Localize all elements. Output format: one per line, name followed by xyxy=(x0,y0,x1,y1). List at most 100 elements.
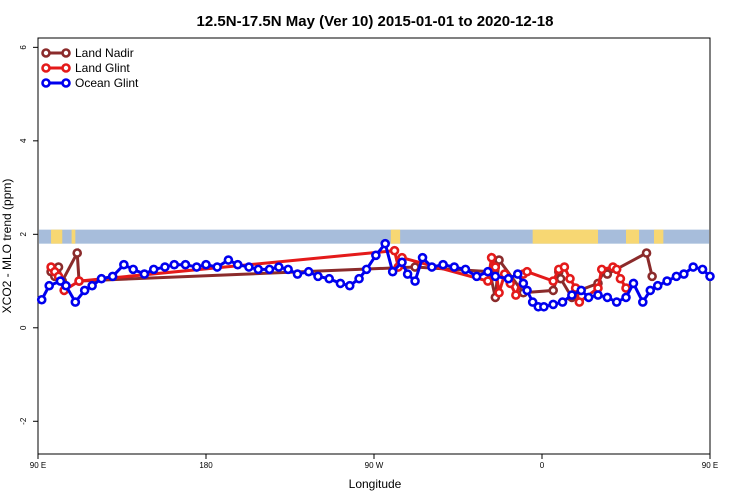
data-point xyxy=(483,266,493,277)
data-point xyxy=(628,278,639,289)
data-point xyxy=(548,276,559,286)
y-tick-label: 4 xyxy=(19,138,28,143)
data-point xyxy=(397,257,407,268)
data-point xyxy=(522,266,532,277)
data-point xyxy=(119,259,129,270)
data-point xyxy=(705,271,715,282)
data-point xyxy=(427,262,437,272)
data-point xyxy=(417,252,428,263)
data-point xyxy=(402,269,413,279)
y-axis-label: XCO2 - MLO trend (ppm) xyxy=(0,179,14,314)
data-point xyxy=(148,264,159,275)
data-point xyxy=(621,292,631,303)
data-point xyxy=(697,264,708,275)
map-land xyxy=(71,229,76,244)
data-point xyxy=(283,264,293,275)
data-point xyxy=(494,287,504,298)
x-tick-label: 180 xyxy=(199,461,213,470)
data-point xyxy=(410,276,420,286)
data-point xyxy=(652,280,663,291)
legend-marker xyxy=(61,48,71,58)
data-point xyxy=(602,292,613,303)
data-point xyxy=(671,271,682,282)
data-point xyxy=(61,280,71,291)
data-point xyxy=(387,266,398,277)
data-point xyxy=(180,259,191,270)
series-layer xyxy=(36,238,715,312)
legend-label: Land Glint xyxy=(75,61,130,75)
map-ocean xyxy=(39,229,709,244)
x-tick-label: 90 E xyxy=(702,461,718,470)
legend-marker xyxy=(61,78,71,88)
legend-marker xyxy=(41,48,51,58)
data-point xyxy=(191,262,202,272)
data-point xyxy=(344,280,355,291)
data-point xyxy=(169,259,180,270)
data-point xyxy=(223,255,234,265)
data-point xyxy=(602,269,613,279)
map-land xyxy=(390,229,401,244)
x-axis: 90 E 180 90 W 0 90 E xyxy=(30,454,718,470)
data-point xyxy=(74,276,84,286)
data-point xyxy=(490,262,501,272)
x-tick-label: 90 E xyxy=(30,461,46,470)
legend-item: Land Glint xyxy=(41,61,130,75)
data-point xyxy=(244,262,254,272)
data-point xyxy=(503,273,514,284)
legend-label: Ocean Glint xyxy=(75,76,139,90)
legend-marker xyxy=(41,78,51,88)
data-point xyxy=(637,297,648,307)
x-tick-label: 0 xyxy=(540,461,545,470)
series-land-glint xyxy=(46,245,631,307)
data-point xyxy=(522,285,532,296)
data-point xyxy=(518,278,529,289)
data-point xyxy=(596,264,607,275)
data-point xyxy=(679,269,689,279)
data-point xyxy=(264,264,275,275)
data-point xyxy=(36,294,47,305)
data-point xyxy=(565,273,575,284)
data-point xyxy=(567,290,577,300)
chart-title: 12.5N-17.5N May (Ver 10) 2015-01-01 to 2… xyxy=(197,13,554,30)
legend-item: Ocean Glint xyxy=(41,76,139,90)
data-point xyxy=(72,248,82,258)
data-point xyxy=(559,262,570,272)
data-point xyxy=(292,269,303,279)
map-land xyxy=(532,229,598,244)
legend-label: Land Nadir xyxy=(75,46,134,60)
data-point xyxy=(611,264,622,275)
map-land xyxy=(654,229,664,244)
legend-item: Land Nadir xyxy=(41,46,134,60)
data-point xyxy=(555,273,566,284)
data-point xyxy=(139,269,150,279)
map-band xyxy=(39,229,709,244)
data-point xyxy=(253,264,264,275)
y-tick-label: 0 xyxy=(19,325,28,330)
data-point xyxy=(662,276,672,286)
data-point xyxy=(44,280,55,291)
data-point xyxy=(486,252,497,263)
data-point xyxy=(212,262,222,272)
x-axis-label: Longitude xyxy=(349,477,402,491)
data-point xyxy=(160,262,170,272)
data-point xyxy=(55,276,66,286)
data-point xyxy=(548,285,559,296)
y-axis: -2 0 2 4 6 xyxy=(19,45,38,425)
data-point xyxy=(641,248,652,258)
series-ocean-glint xyxy=(36,238,715,312)
data-point xyxy=(303,266,314,277)
data-point xyxy=(201,259,211,270)
data-point xyxy=(313,271,323,282)
data-point xyxy=(438,259,448,270)
y-tick-label: -2 xyxy=(19,417,28,425)
data-point xyxy=(527,297,538,307)
data-point xyxy=(335,278,346,289)
map-land xyxy=(626,229,640,244)
data-point xyxy=(389,245,400,256)
legend-marker xyxy=(61,63,71,73)
data-point xyxy=(232,259,243,270)
map-land xyxy=(51,229,63,244)
data-point xyxy=(583,292,594,303)
data-point xyxy=(128,264,138,275)
